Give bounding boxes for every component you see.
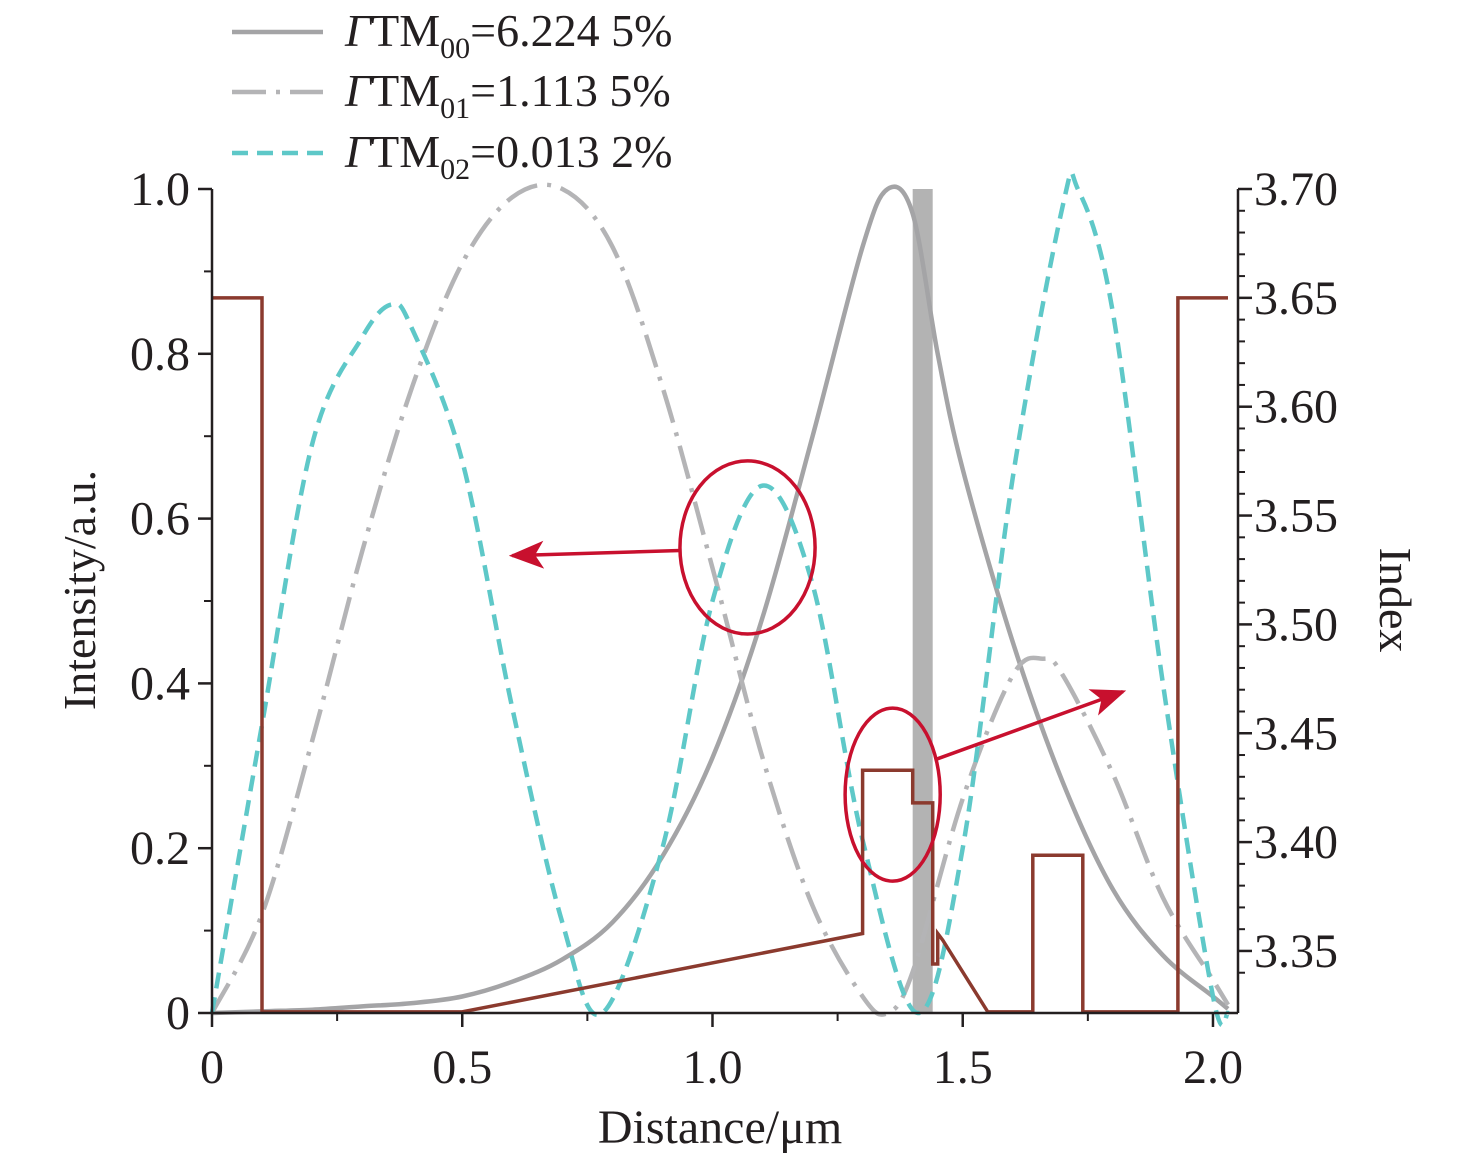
legend-label-tm02: ΓTM02=0.013 2%: [344, 126, 672, 186]
y-tick-label: 0.8: [130, 328, 190, 381]
annotation-arrow-2: [935, 689, 1127, 761]
annotation-arrow-1: [508, 540, 681, 569]
legend-label-tm01: ΓTM01=1.113 5%: [344, 65, 671, 125]
y2-tick-label: 3.40: [1254, 816, 1338, 869]
series-line-tm01: [209, 182, 1230, 1017]
annotation-layer: [508, 459, 1127, 883]
y-tick-label: 0.2: [130, 822, 190, 875]
x-tick-label: 0.5: [432, 1041, 492, 1094]
x-tick-label: 1.5: [933, 1041, 993, 1094]
x-tick-label: 0: [200, 1041, 224, 1094]
y-tick-label: 1.0: [130, 163, 190, 216]
series-line-tm02: [209, 170, 1231, 1028]
x-tick-label: 1.0: [682, 1041, 742, 1094]
y2-axis-label: Index: [1370, 548, 1421, 653]
shaded-band: [912, 189, 933, 1013]
y2-tick-label: 3.45: [1254, 707, 1338, 760]
x-axis-label: Distance/μm: [598, 1101, 842, 1154]
index-profile-line: [212, 296, 1228, 1014]
annotation-ellipse-2: [843, 706, 942, 883]
y2-tick-label: 3.35: [1254, 925, 1338, 978]
series-layer: [209, 170, 1231, 1028]
y2-tick-label: 3.65: [1254, 272, 1338, 325]
index-profile-layer: [212, 296, 1228, 1014]
y2-tick-label: 3.50: [1254, 598, 1338, 651]
y-axis-label: Intensity/a.u.: [54, 470, 105, 710]
legend: ΓTM00=6.224 5%ΓTM01=1.113 5%ΓTM02=0.013 …: [232, 5, 672, 186]
y-tick-label: 0.4: [130, 657, 190, 710]
tick-labels: 0 0.5 1.0 1.5 2.0 0 0.2 0.4 0.6 0.8 1.0 3.35 3.40 3.4…: [130, 163, 1338, 1094]
annotation-ellipse-1: [678, 459, 817, 636]
shaded-band-layer: [912, 189, 933, 1013]
x-tick-label: 2.0: [1183, 1041, 1243, 1094]
y2-tick-label: 3.55: [1254, 490, 1338, 543]
y-tick-label: 0.6: [130, 493, 190, 546]
y2-tick-label: 3.60: [1254, 381, 1338, 434]
y2-tick-label: 3.70: [1254, 163, 1338, 216]
y-tick-label: 0: [166, 987, 190, 1040]
legend-label-tm00: ΓTM00=6.224 5%: [344, 5, 672, 65]
series-line-tm00: [211, 184, 1230, 1016]
axes-layer: [198, 187, 1252, 1027]
